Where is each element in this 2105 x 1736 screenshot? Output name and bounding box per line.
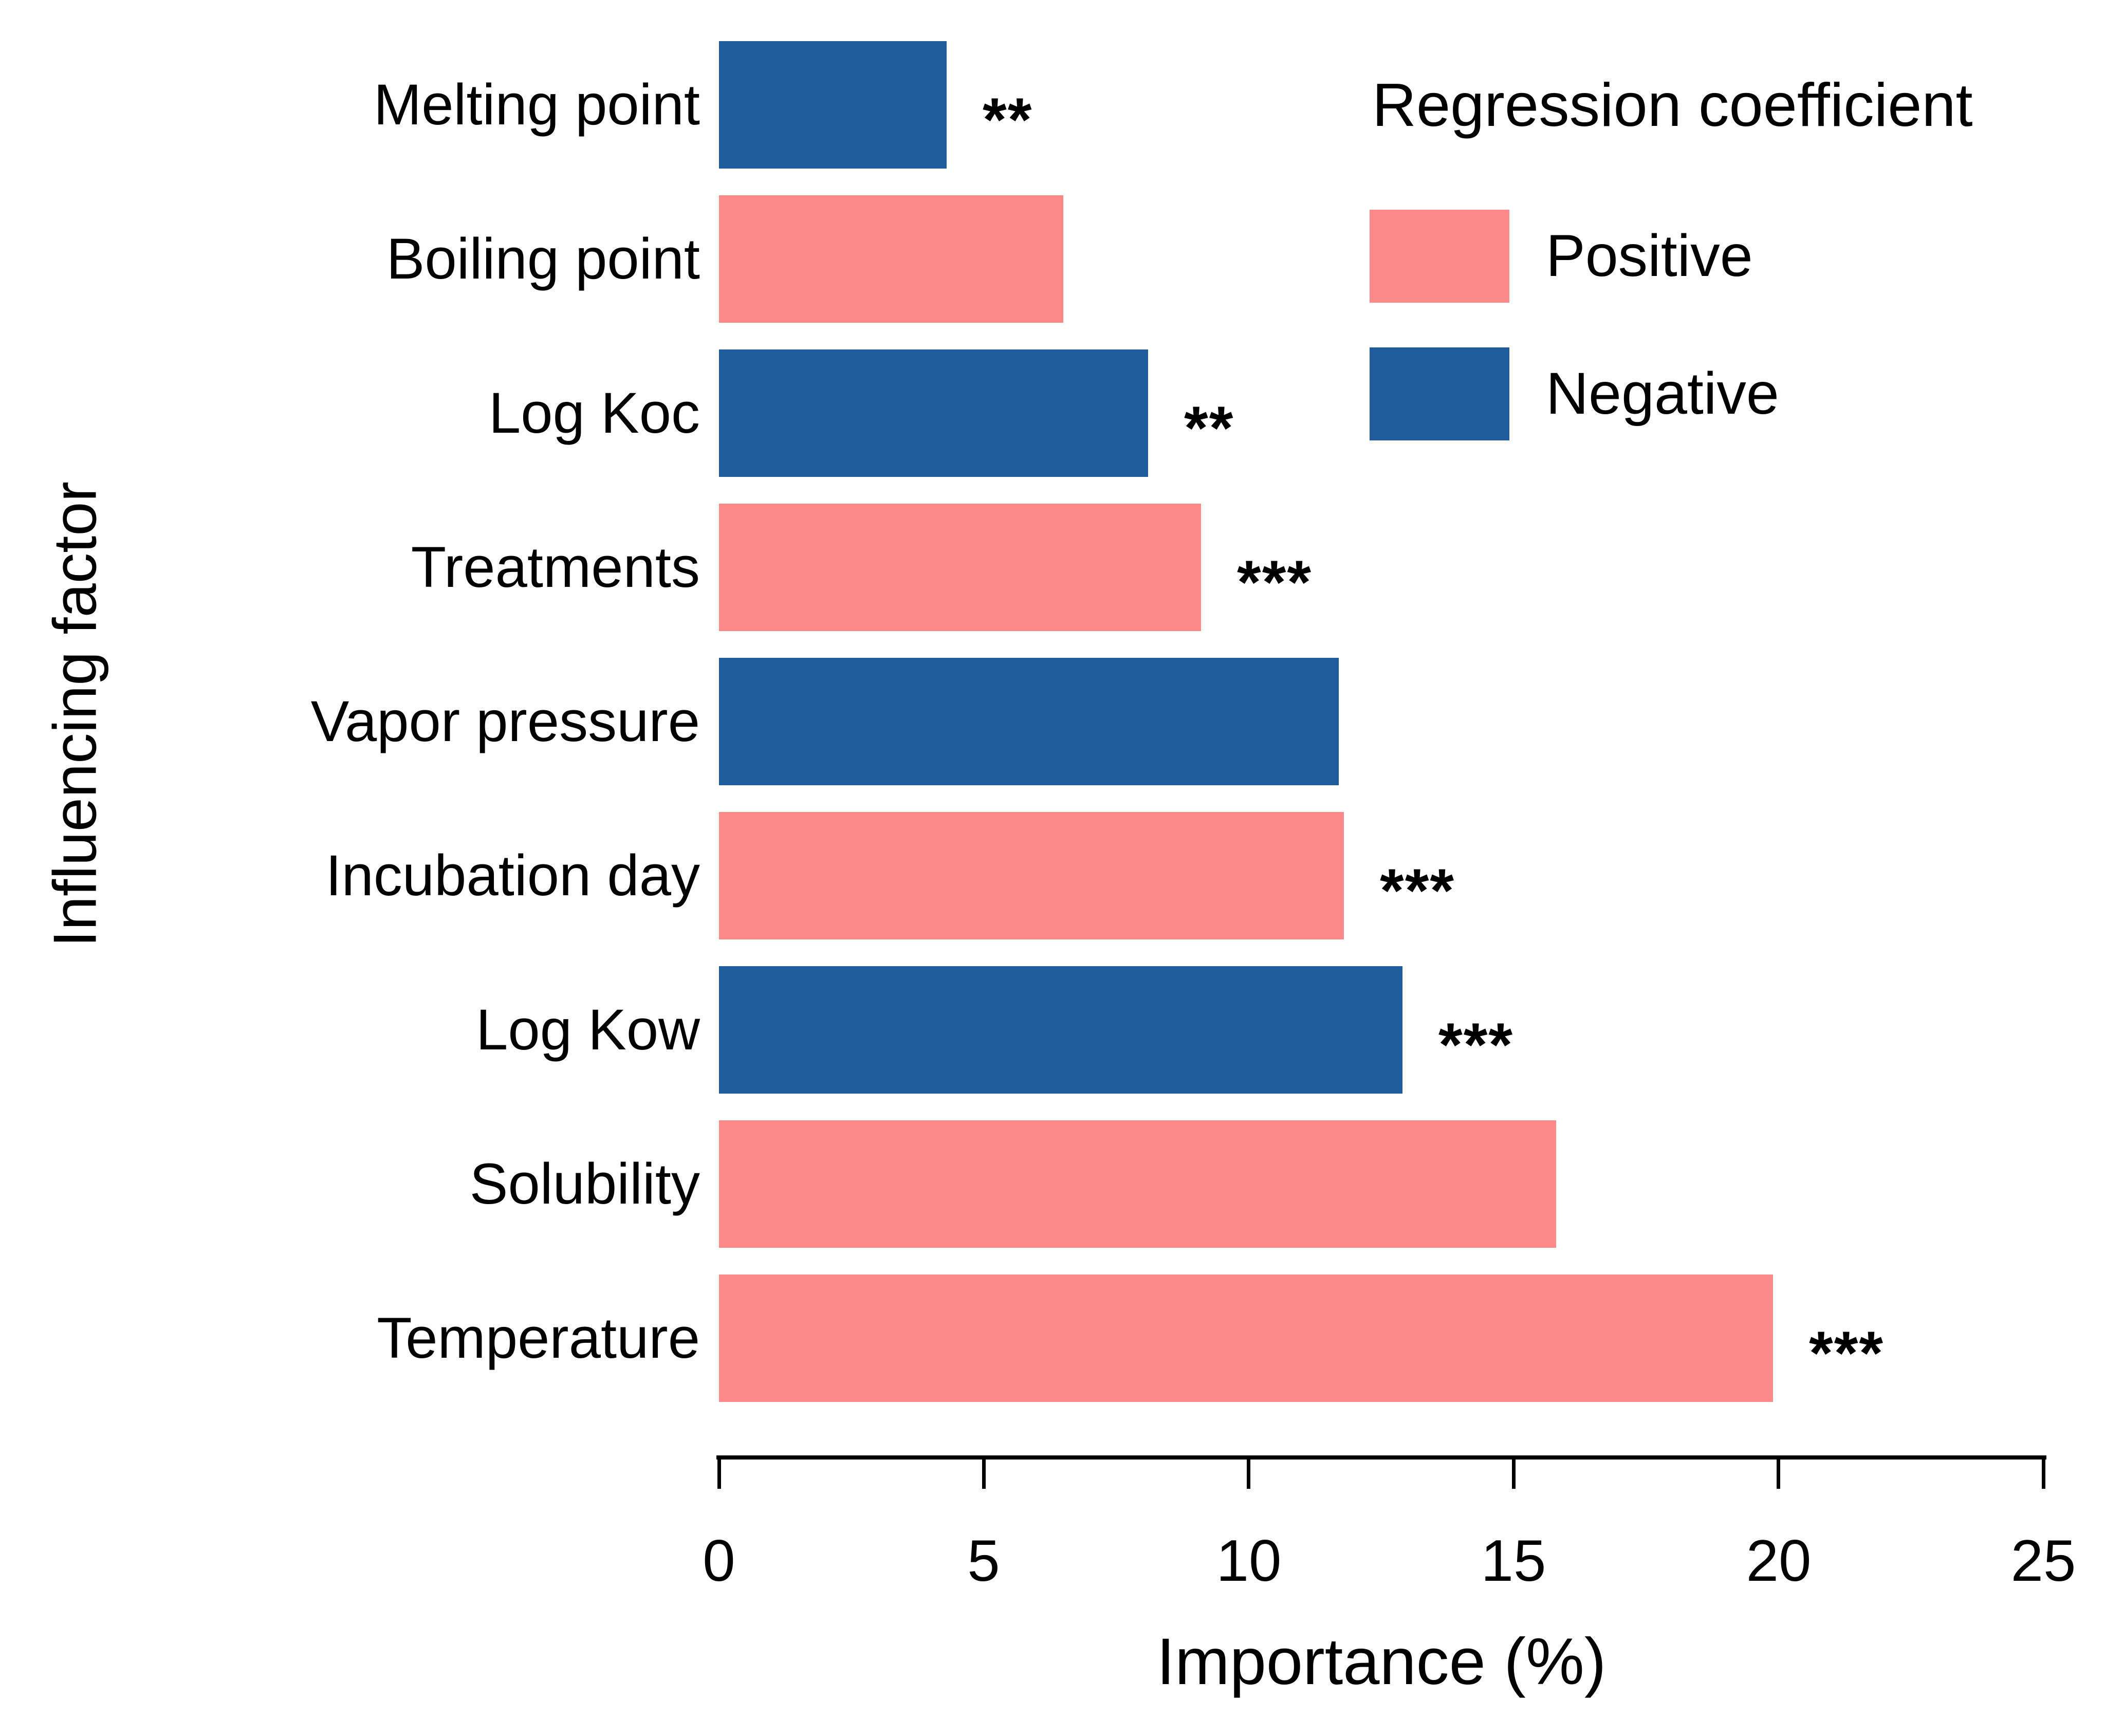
bar-negative [719, 658, 1339, 785]
legend-swatch-positive [1370, 210, 1509, 303]
x-axis-tick [1247, 1460, 1250, 1489]
x-tick-label: 5 [967, 1528, 1000, 1594]
x-axis-tick [2042, 1460, 2045, 1489]
significance-marker: *** [1237, 547, 1313, 617]
significance-marker: ** [983, 85, 1033, 154]
category-label: Treatments [411, 535, 700, 599]
x-axis-line [716, 1455, 2046, 1460]
bar-positive [719, 195, 1063, 323]
x-axis-title: Importance (%) [1156, 1625, 1607, 1698]
category-label: Solubility [469, 1152, 700, 1216]
category-label: Temperature [377, 1306, 700, 1370]
bar-negative [719, 966, 1402, 1094]
bar-positive [719, 1275, 1773, 1402]
bar-positive [719, 812, 1344, 939]
bar-positive [719, 504, 1201, 631]
x-axis-tick [982, 1460, 986, 1489]
x-axis-tick [1777, 1460, 1780, 1489]
x-axis-tick [1512, 1460, 1516, 1489]
x-tick-label: 10 [1216, 1528, 1282, 1594]
category-label: Incubation day [325, 843, 700, 908]
significance-marker: ** [1184, 393, 1234, 463]
x-tick-label: 15 [1481, 1528, 1546, 1594]
category-label: Log Kow [476, 998, 700, 1062]
category-label: Boiling point [386, 227, 700, 291]
category-label: Log Koc [489, 381, 700, 445]
significance-marker: *** [1380, 856, 1455, 925]
legend-title: Regression coefficient [1372, 71, 1973, 139]
category-label: Vapor pressure [310, 689, 700, 753]
bar-negative [719, 349, 1148, 477]
legend-swatch-negative [1370, 347, 1509, 440]
legend-label-positive: Positive [1546, 223, 1753, 289]
x-tick-label: 25 [2010, 1528, 2076, 1594]
significance-marker: *** [1809, 1318, 1885, 1388]
x-tick-label: 0 [703, 1528, 735, 1594]
significance-marker: *** [1438, 1010, 1514, 1079]
bar-negative [719, 41, 947, 169]
x-axis-tick [717, 1460, 721, 1489]
x-tick-label: 20 [1746, 1528, 1812, 1594]
bar-positive [719, 1120, 1556, 1248]
legend-label-negative: Negative [1546, 361, 1779, 427]
category-label: Melting point [373, 72, 700, 137]
